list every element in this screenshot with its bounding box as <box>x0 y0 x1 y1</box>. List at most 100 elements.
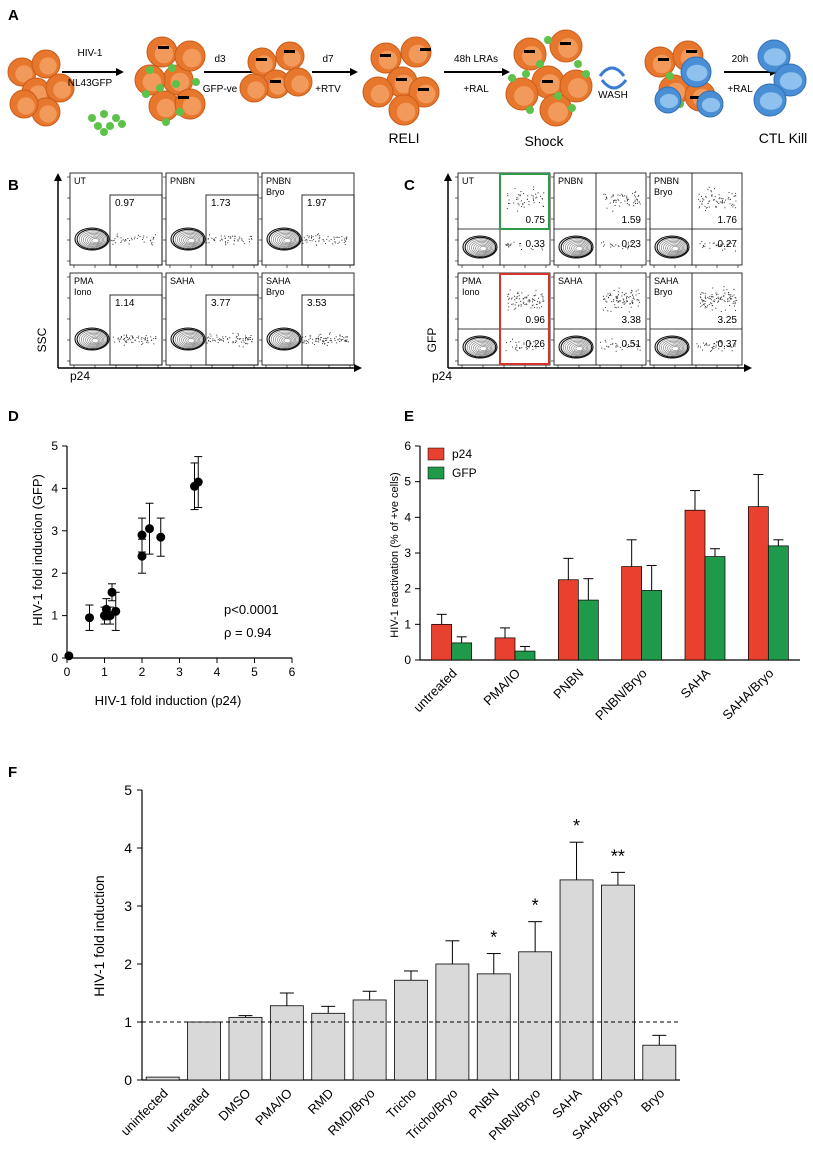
flow-event <box>506 208 508 210</box>
flow-event <box>541 346 543 347</box>
flow-event <box>612 195 614 197</box>
flow-contour <box>179 232 201 247</box>
flow-event <box>141 337 143 338</box>
flow-event <box>123 337 125 339</box>
flow-event <box>229 236 231 238</box>
provirus-mark <box>420 48 431 51</box>
flow-event <box>120 338 122 340</box>
flow-event <box>346 339 348 341</box>
flow-event <box>527 195 529 197</box>
flow-event <box>625 292 627 294</box>
flow-contour <box>87 335 102 345</box>
flow-cytometry-b: 0.97UT1.73PNBN1.97PNBNBryo1.14PMAIono3.7… <box>54 172 362 372</box>
flow-contour <box>473 242 491 254</box>
flow-event <box>537 301 539 303</box>
flow-event <box>120 336 122 337</box>
flow-event <box>611 338 613 340</box>
flow-event <box>324 342 326 344</box>
flow-event <box>699 206 701 208</box>
flow-c-plot: 1.59 0.23 PNBN <box>551 172 647 268</box>
flow-event <box>618 246 620 247</box>
flow-c-upper-value: 1.76 <box>718 215 738 226</box>
flow-event <box>617 297 618 299</box>
step5-top-label: 20h <box>732 54 749 65</box>
flow-event <box>128 338 130 340</box>
flow-contour <box>567 340 589 355</box>
flow-c-upper-value: 0.96 <box>526 315 546 326</box>
flow-event <box>151 244 153 246</box>
flow-contour <box>567 240 589 255</box>
flow-event <box>308 339 310 341</box>
flow-c-sample-label: SAHA <box>558 276 583 286</box>
flow-event <box>627 300 628 302</box>
flow-event <box>734 302 736 304</box>
flow-event <box>728 192 730 193</box>
flow-event <box>621 193 623 195</box>
flow-event <box>637 345 639 347</box>
flow-event <box>132 337 134 339</box>
flow-b-xlabel: p24 <box>70 369 90 383</box>
flow-c-upper-value: 1.59 <box>622 215 642 226</box>
cell-nucleus <box>182 96 202 116</box>
flow-event <box>236 336 238 337</box>
flow-event <box>312 342 313 344</box>
d-xtick-label: 6 <box>289 665 296 679</box>
flow-event <box>530 343 532 345</box>
d-ytick-label: 5 <box>51 439 58 453</box>
d-point <box>156 532 166 542</box>
d-point <box>137 530 147 540</box>
flow-event <box>510 244 512 246</box>
flow-event <box>704 296 706 298</box>
flow-contour <box>270 230 299 249</box>
flow-contour <box>91 238 99 244</box>
flow-contour <box>187 338 195 344</box>
flow-c-highlight-red <box>499 273 550 365</box>
flow-event <box>520 200 522 202</box>
flow-event <box>612 210 614 212</box>
flow-event <box>328 240 330 242</box>
flow-contour <box>89 336 101 345</box>
flow-event <box>604 348 606 350</box>
flow-event <box>225 336 227 338</box>
flow-event <box>540 195 542 197</box>
flow-contour <box>665 242 683 254</box>
flow-event <box>714 188 715 190</box>
flow-b-gate-value: 3.77 <box>211 298 231 309</box>
flow-event <box>143 235 145 237</box>
panel-letter-b: B <box>8 177 19 194</box>
flow-c-frame <box>457 272 551 366</box>
flow-event <box>142 237 144 239</box>
flow-event <box>709 295 711 297</box>
flow-event <box>220 235 222 237</box>
flow-event <box>617 306 619 308</box>
flow-event <box>341 239 343 241</box>
flow-c-lower-value: 0.37 <box>718 339 738 350</box>
flow-event <box>124 341 126 343</box>
flow-event <box>606 345 608 347</box>
flow-event <box>335 236 337 238</box>
d-xtick-label: 4 <box>214 665 221 679</box>
flow-event <box>311 237 312 239</box>
cell-nucleus <box>39 105 57 123</box>
flow-event <box>721 298 723 300</box>
flow-event <box>726 244 728 246</box>
flow-contour <box>266 227 302 251</box>
flow-event <box>222 338 224 340</box>
flow-event <box>124 240 126 242</box>
flow-event <box>315 240 317 242</box>
flow-event <box>125 239 127 240</box>
flow-event <box>145 335 147 337</box>
step4-bottom-label: +RAL <box>463 84 489 95</box>
flow-event <box>337 236 339 238</box>
flow-event <box>631 290 633 292</box>
flow-event <box>705 196 707 198</box>
flow-b-gate-value: 1.14 <box>115 298 135 309</box>
flow-event <box>730 346 732 348</box>
flow-event <box>626 297 627 299</box>
flow-event <box>343 337 345 339</box>
cell-nucleus <box>378 50 398 70</box>
flow-event <box>304 240 306 242</box>
flow-event <box>630 292 632 294</box>
flow-b-frame <box>69 172 163 266</box>
flow-event <box>733 288 735 290</box>
